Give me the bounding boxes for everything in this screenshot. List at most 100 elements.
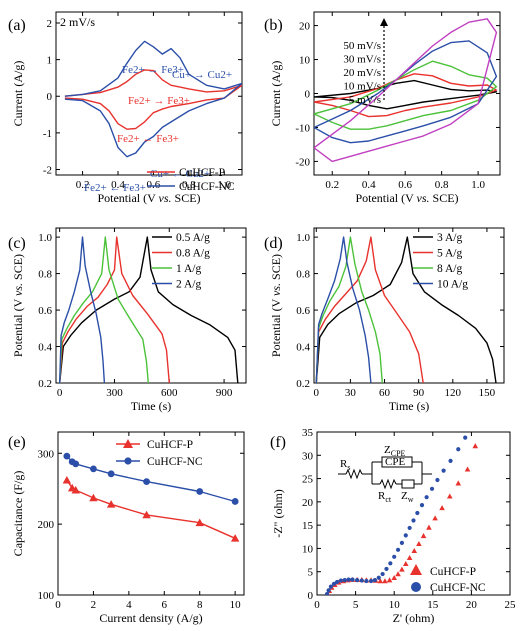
annotation: Fe2+ → Fe3+: [122, 64, 184, 76]
y-tick-label: 0.2: [38, 378, 52, 390]
warburg-box: [401, 479, 415, 489]
circuit-label-rs: Rs: [340, 458, 350, 472]
x-tick-label: 10: [389, 599, 401, 611]
annotation: Cu+ ← Cu2+: [150, 168, 210, 180]
data-point: [89, 493, 98, 502]
data-point: [395, 547, 401, 552]
x-axis-label: Current density (A/g): [99, 611, 202, 625]
data-point: [426, 524, 432, 530]
x-tick-label: 1.0: [471, 179, 485, 191]
data-point: [71, 485, 80, 494]
data-point: [472, 443, 479, 449]
series-line-1-a-g: [59, 236, 149, 383]
x-axis-label: Potential (V vs. SCE): [355, 191, 458, 205]
x-tick-label: 20: [466, 599, 478, 611]
y-tick-label: 1.0: [38, 232, 52, 244]
y-tick-label: 1.0: [296, 232, 310, 244]
y-tick-label: 5: [308, 567, 314, 579]
y-tick-label: 0.8: [38, 269, 52, 281]
plot-area: [64, 40, 242, 158]
data-point: [386, 577, 393, 583]
legend-label: 2 A/g: [176, 279, 201, 291]
legend-marker: [411, 582, 421, 592]
y-tick-label: 0: [47, 91, 53, 103]
series-line-2-a-g: [59, 236, 106, 383]
x-tick-label: 0: [57, 387, 63, 399]
data-point: [411, 547, 418, 553]
data-point: [231, 498, 239, 505]
y-axis-label: Potential (V vs. SCE): [269, 254, 283, 357]
x-tick-label: 600: [161, 387, 178, 399]
x-tick-label: 5: [353, 599, 359, 611]
subscript: CPE: [391, 449, 406, 458]
plot-area: [59, 236, 239, 383]
x-axis-label-part: Potential (V: [97, 191, 158, 205]
data-point: [448, 458, 453, 463]
panel-f: 0 5 10 15 20 25 0 5 10 15 20 25 30 35 Z' (ohm) -Z" (ohm…: [270, 427, 516, 625]
y-tick-label: 30: [302, 450, 314, 462]
data-point: [388, 561, 393, 566]
y-tick-label: 2: [47, 18, 53, 30]
x-tick-label: 1.0: [217, 179, 231, 191]
plot-frame: [55, 227, 247, 384]
legend-label: CuHCF-P: [179, 167, 225, 179]
y-tick-label: 0: [305, 89, 311, 101]
panel-d: 0 30 60 90 120 150 0.2 0.4 0.6 0.8 1.0 Time (s) Pote…: [264, 227, 505, 413]
data-point: [391, 574, 397, 581]
panel-a: 0.2 0.4 0.6 0.8 1.0 -2 -1 0 1 2 Potential (V vs. S…: [8, 11, 243, 205]
arrow-head: [380, 18, 388, 26]
data-point: [324, 591, 330, 595]
x-tick-label: 0.4: [362, 179, 376, 191]
data-point: [143, 478, 150, 486]
data-point: [376, 575, 381, 580]
x-tick-label: 0.2: [325, 179, 339, 191]
x-tick-label: 900: [216, 387, 233, 399]
panel-e: 0 2 4 6 8 10 100 200 300 Current density (A/g) Cap…: [8, 431, 245, 625]
panel-b: 0.2 0.4 0.6 0.8 1.0 -20 -10 0 10 20 Potential (V v…: [264, 11, 501, 205]
y-axis-label-part: Potential (V: [269, 296, 283, 357]
y-tick-label: 20: [302, 497, 314, 509]
y-tick-label: 0.4: [296, 342, 310, 354]
data-point: [331, 581, 337, 586]
equivalent-circuit: [338, 456, 432, 490]
panel-label: (e): [8, 434, 26, 451]
data-point: [463, 435, 468, 440]
x-tick-label: 15: [427, 599, 439, 611]
panel-label: (d): [264, 235, 283, 252]
data-point: [368, 578, 374, 584]
data-point: [380, 571, 385, 577]
data-point: [402, 560, 409, 567]
data-point: [372, 577, 377, 583]
data-point: [456, 447, 461, 452]
annotation: Cu+ → Cu2+: [172, 69, 232, 81]
plot-area: [62, 452, 240, 542]
x-axis-label: Potential (V vs. SCE): [97, 191, 200, 205]
x-axis-label-part: SCE): [430, 191, 459, 205]
series-line-10-a-g: [315, 236, 372, 383]
data-point: [359, 578, 364, 583]
data-point: [338, 578, 344, 583]
x-tick-label: 25: [505, 599, 517, 611]
subscript: w: [408, 495, 414, 504]
x-tick-label: 60: [379, 387, 391, 399]
x-axis-label-italic: vs.: [417, 191, 430, 205]
data-point: [455, 480, 462, 486]
x-axis-label: Time (s): [131, 399, 172, 413]
data-point: [392, 554, 397, 559]
x-axis-label-part: Potential (V: [355, 191, 416, 205]
y-axis-label-part: SCE): [269, 254, 283, 283]
y-tick-label: 0: [308, 590, 314, 602]
series-line-cuhcf-nc: [64, 40, 242, 158]
panel-c: 0 300 600 900 0.2 0.4 0.6 0.8 1.0 Time (s) Potenti…: [8, 227, 247, 413]
y-axis-label-part: SCE): [11, 254, 25, 283]
x-tick-label: 10: [230, 599, 242, 611]
data-point: [62, 475, 72, 484]
data-point: [106, 500, 116, 508]
y-tick-label: 25: [302, 474, 314, 486]
y-axis-label: Potential (V vs. SCE): [11, 254, 25, 357]
x-tick-label: 6: [162, 599, 168, 611]
data-point: [406, 554, 413, 560]
plot-frame: [313, 11, 501, 176]
x-tick-label: 0.8: [435, 179, 449, 191]
